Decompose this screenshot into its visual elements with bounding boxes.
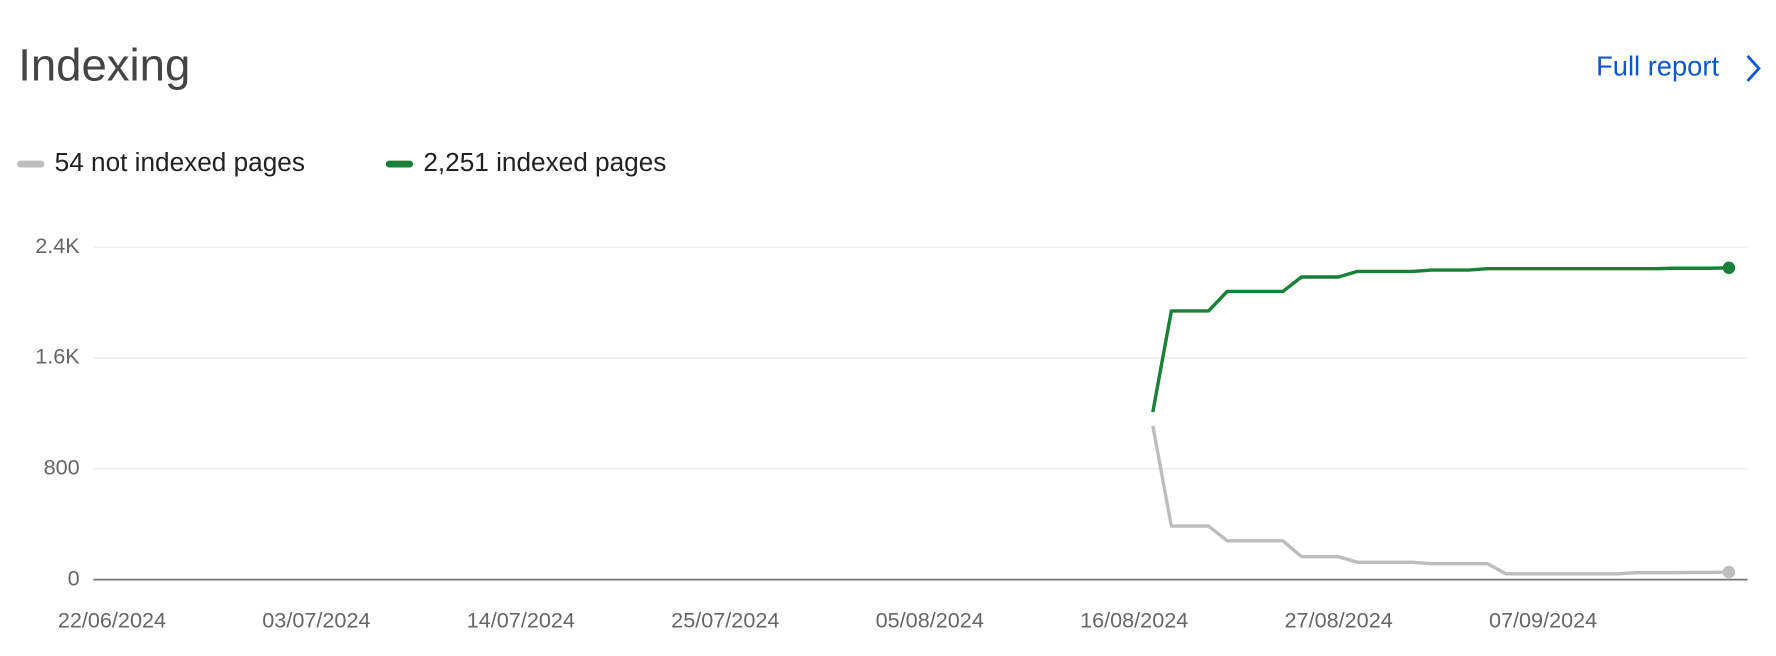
y-tick-label: 1.6K (35, 344, 80, 369)
y-tick-label: 0 (68, 565, 80, 590)
legend-label: 54 not indexed pages (55, 147, 305, 177)
x-tick-label: 16/08/2024 (1080, 607, 1188, 632)
chevron-icon[interactable] (1746, 54, 1761, 82)
x-tick-label: 25/07/2024 (671, 607, 779, 632)
link-text[interactable]: Full report (1596, 51, 1719, 82)
legend-label: 2,251 indexed pages (423, 147, 666, 177)
x-tick-label: 03/07/2024 (262, 607, 370, 632)
x-tick-label: 27/08/2024 (1285, 607, 1393, 632)
x-tick-label: 14/07/2024 (467, 607, 575, 632)
card-title: Indexing (18, 39, 190, 90)
last-point (1722, 565, 1736, 579)
full-report-link[interactable]: Full report (1596, 51, 1761, 82)
x-tick-label: 22/06/2024 (58, 607, 166, 632)
series-line (1151, 425, 1730, 576)
series-line (1151, 266, 1730, 413)
last-point (1722, 261, 1736, 275)
y-tick-label: 2.4K (35, 233, 80, 258)
x-tick-label: 07/09/2024 (1489, 607, 1597, 632)
y-tick-label: 800 (44, 455, 80, 480)
x-tick-label: 05/08/2024 (876, 607, 984, 632)
